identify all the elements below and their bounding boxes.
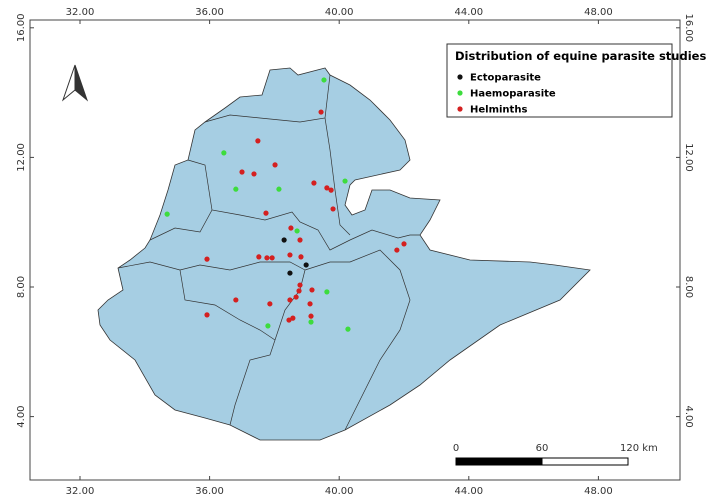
x-tick-label: 44.00 — [454, 486, 483, 497]
x-tick-label: 44.00 — [454, 7, 483, 18]
study-site — [288, 225, 294, 231]
study-site — [255, 138, 261, 144]
study-site — [307, 301, 313, 307]
study-site — [324, 185, 330, 191]
study-site — [294, 228, 300, 234]
study-site — [233, 297, 239, 303]
legend-marker — [457, 106, 463, 112]
country-outline — [97, 67, 591, 441]
study-site — [303, 262, 309, 268]
study-site — [221, 150, 227, 156]
study-site — [309, 287, 315, 293]
study-site — [394, 247, 400, 253]
study-site — [251, 171, 257, 177]
study-site — [281, 237, 287, 243]
legend-label: Haemoparasite — [470, 89, 556, 100]
study-site — [290, 315, 296, 321]
study-site — [321, 77, 327, 83]
y-tick-label: 4.00 — [683, 405, 694, 427]
region-borders — [117, 74, 420, 431]
study-site — [342, 178, 348, 184]
study-site — [298, 254, 304, 260]
study-site — [269, 255, 275, 261]
y-tick-label: 4.00 — [16, 405, 27, 427]
north-arrow — [61, 64, 89, 102]
legend-box — [446, 43, 673, 118]
legend-label: Helminths — [470, 105, 527, 116]
x-tick-label: 32.00 — [66, 7, 95, 18]
x-tick-label: 40.00 — [325, 486, 354, 497]
x-tick-label: 48.00 — [584, 486, 613, 497]
study-site — [296, 288, 302, 294]
scale-label: 0 — [453, 443, 459, 454]
study-site — [263, 210, 269, 216]
study-site — [267, 301, 273, 307]
study-site — [264, 255, 270, 261]
study-site — [328, 187, 334, 193]
legend-marker — [457, 90, 463, 96]
study-site — [164, 211, 170, 217]
legend-title: Distribution of equine parasite studies — [455, 49, 706, 63]
study-site — [311, 180, 317, 186]
x-tick-label: 36.00 — [195, 7, 224, 18]
study-site — [293, 294, 299, 300]
y-tick-label: 12.00 — [16, 143, 27, 172]
x-tick-label: 40.00 — [325, 7, 354, 18]
study-site — [276, 186, 282, 192]
y-tick-label: 16.00 — [683, 13, 694, 42]
study-site — [204, 256, 210, 262]
legend-marker — [457, 74, 463, 80]
study-site — [330, 206, 336, 212]
study-site — [297, 237, 303, 243]
x-tick-label: 36.00 — [195, 486, 224, 497]
study-site — [233, 186, 239, 192]
study-site — [318, 109, 324, 115]
study-site — [287, 297, 293, 303]
study-site — [287, 252, 293, 258]
study-site — [345, 326, 351, 332]
study-site — [324, 289, 330, 295]
scale-bar: 0 60 120 km — [453, 443, 658, 466]
study-site — [287, 270, 293, 276]
y-tick-label: 12.00 — [683, 143, 694, 172]
study-site — [297, 282, 303, 288]
study-site — [272, 162, 278, 168]
y-tick-label: 8.00 — [683, 276, 694, 298]
scale-segment — [541, 457, 629, 466]
study-site — [204, 312, 210, 318]
study-site — [308, 319, 314, 325]
x-tick-label: 48.00 — [584, 7, 613, 18]
scale-label: 120 km — [620, 443, 658, 454]
legend-label: Ectoparasite — [470, 73, 541, 84]
scale-segment — [455, 457, 543, 466]
scale-label: 60 — [536, 443, 549, 454]
x-tick-label: 32.00 — [66, 486, 95, 497]
study-site — [308, 313, 314, 319]
study-site — [286, 317, 292, 323]
y-tick-label: 16.00 — [16, 13, 27, 42]
legend: Distribution of equine parasite studies — [446, 43, 706, 118]
study-site — [265, 323, 271, 329]
study-site — [256, 254, 262, 260]
study-site — [401, 241, 407, 247]
study-site — [239, 169, 245, 175]
y-tick-label: 8.00 — [16, 276, 27, 298]
